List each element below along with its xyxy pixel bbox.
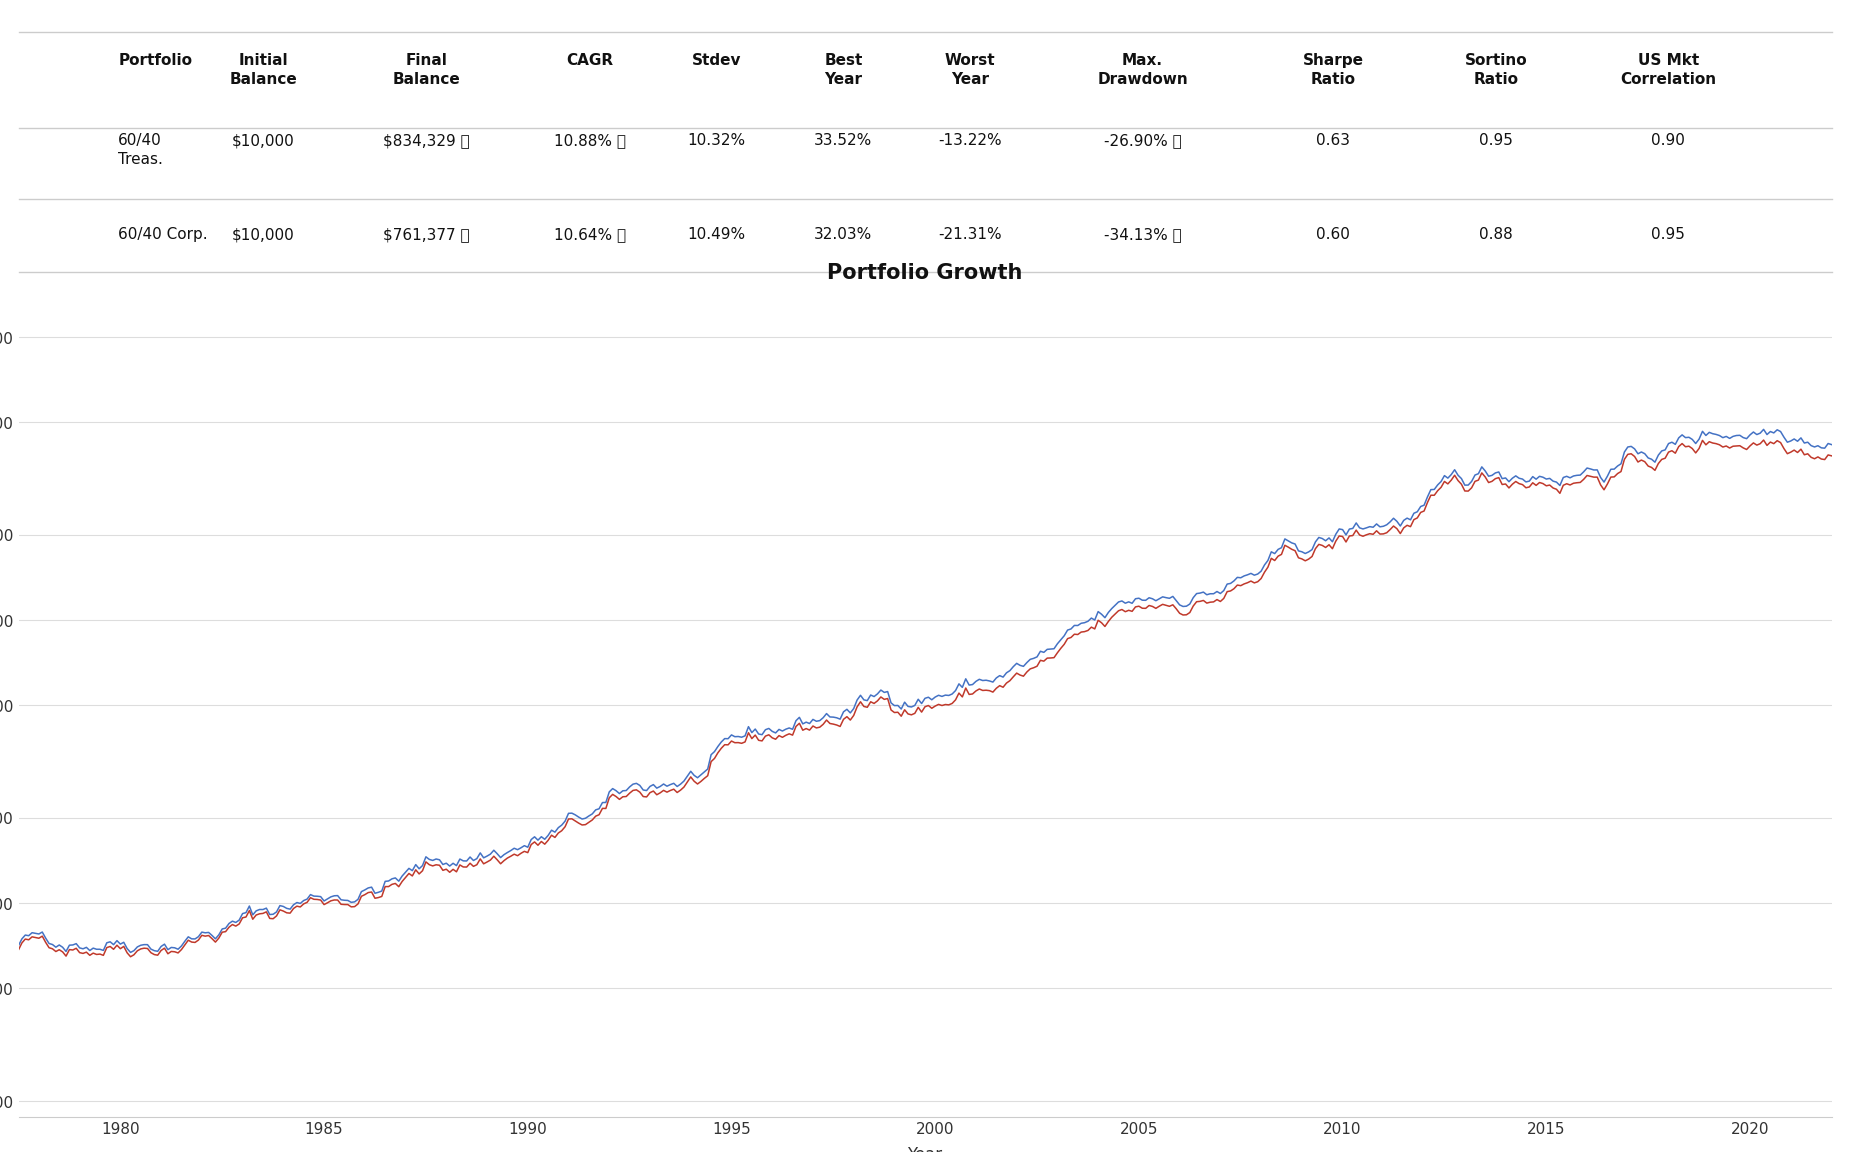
Text: Initial
Balance: Initial Balance: [229, 53, 298, 86]
Text: 60/40
Treas.: 60/40 Treas.: [118, 134, 163, 167]
Text: 0.60: 0.60: [1315, 227, 1350, 242]
Text: -21.31%: -21.31%: [938, 227, 1003, 242]
60/40 Treas.: [1752, 423, 1774, 437]
60/40 Treas.: [1295, 546, 1317, 560]
Text: 0.95: 0.95: [1480, 134, 1513, 149]
60/40 Corp.: [496, 851, 518, 865]
Text: 10.88% ⓘ: 10.88% ⓘ: [553, 134, 625, 149]
60/40 Treas.: [1236, 568, 1258, 582]
Text: -34.13% ⓘ: -34.13% ⓘ: [1104, 227, 1182, 242]
Line: 60/40 Treas.: 60/40 Treas.: [0, 430, 1832, 960]
Text: 0.63: 0.63: [1315, 134, 1350, 149]
Text: 32.03%: 32.03%: [814, 227, 873, 242]
Text: Sortino
Ratio: Sortino Ratio: [1465, 53, 1528, 86]
Text: 60/40 Corp.: 60/40 Corp.: [118, 227, 207, 242]
Text: $10,000: $10,000: [231, 134, 294, 149]
Text: Stdev: Stdev: [692, 53, 742, 68]
60/40 Treas.: [0, 953, 9, 967]
60/40 Treas.: [496, 846, 518, 859]
60/40 Treas.: [594, 796, 616, 810]
Text: Portfolio: Portfolio: [118, 53, 192, 68]
X-axis label: Year: Year: [908, 1145, 942, 1152]
60/40 Corp.: [1617, 447, 1639, 461]
Text: $761,377 ⓘ: $761,377 ⓘ: [383, 227, 470, 242]
60/40 Corp.: [1820, 449, 1843, 463]
Text: 0.88: 0.88: [1480, 227, 1513, 242]
Title: Portfolio Growth: Portfolio Growth: [827, 263, 1023, 283]
60/40 Corp.: [7, 943, 30, 957]
Text: 10.32%: 10.32%: [688, 134, 746, 149]
60/40 Treas.: [1617, 440, 1639, 454]
Text: CAGR: CAGR: [566, 53, 612, 68]
Text: -13.22%: -13.22%: [938, 134, 1003, 149]
Line: 60/40 Corp.: 60/40 Corp.: [0, 440, 1832, 964]
Text: Best
Year: Best Year: [825, 53, 862, 86]
60/40 Treas.: [1820, 438, 1843, 452]
Text: $834,329 ⓘ: $834,329 ⓘ: [383, 134, 470, 149]
Text: Sharpe
Ratio: Sharpe Ratio: [1302, 53, 1363, 86]
60/40 Corp.: [1236, 576, 1258, 590]
60/40 Corp.: [594, 802, 616, 816]
Text: Final
Balance: Final Balance: [392, 53, 461, 86]
Text: 10.49%: 10.49%: [688, 227, 746, 242]
60/40 Corp.: [0, 957, 9, 971]
Text: 0.90: 0.90: [1652, 134, 1685, 149]
Text: 0.95: 0.95: [1652, 227, 1685, 242]
Text: US Mkt
Correlation: US Mkt Correlation: [1621, 53, 1717, 86]
Text: 33.52%: 33.52%: [814, 134, 873, 149]
Text: 10.64% ⓘ: 10.64% ⓘ: [553, 227, 625, 242]
60/40 Corp.: [1752, 433, 1774, 447]
Text: $10,000: $10,000: [231, 227, 294, 242]
Text: -26.90% ⓘ: -26.90% ⓘ: [1104, 134, 1182, 149]
60/40 Treas.: [7, 939, 30, 953]
Text: Worst
Year: Worst Year: [945, 53, 995, 86]
Text: Max.
Drawdown: Max. Drawdown: [1097, 53, 1188, 86]
60/40 Corp.: [1295, 554, 1317, 568]
